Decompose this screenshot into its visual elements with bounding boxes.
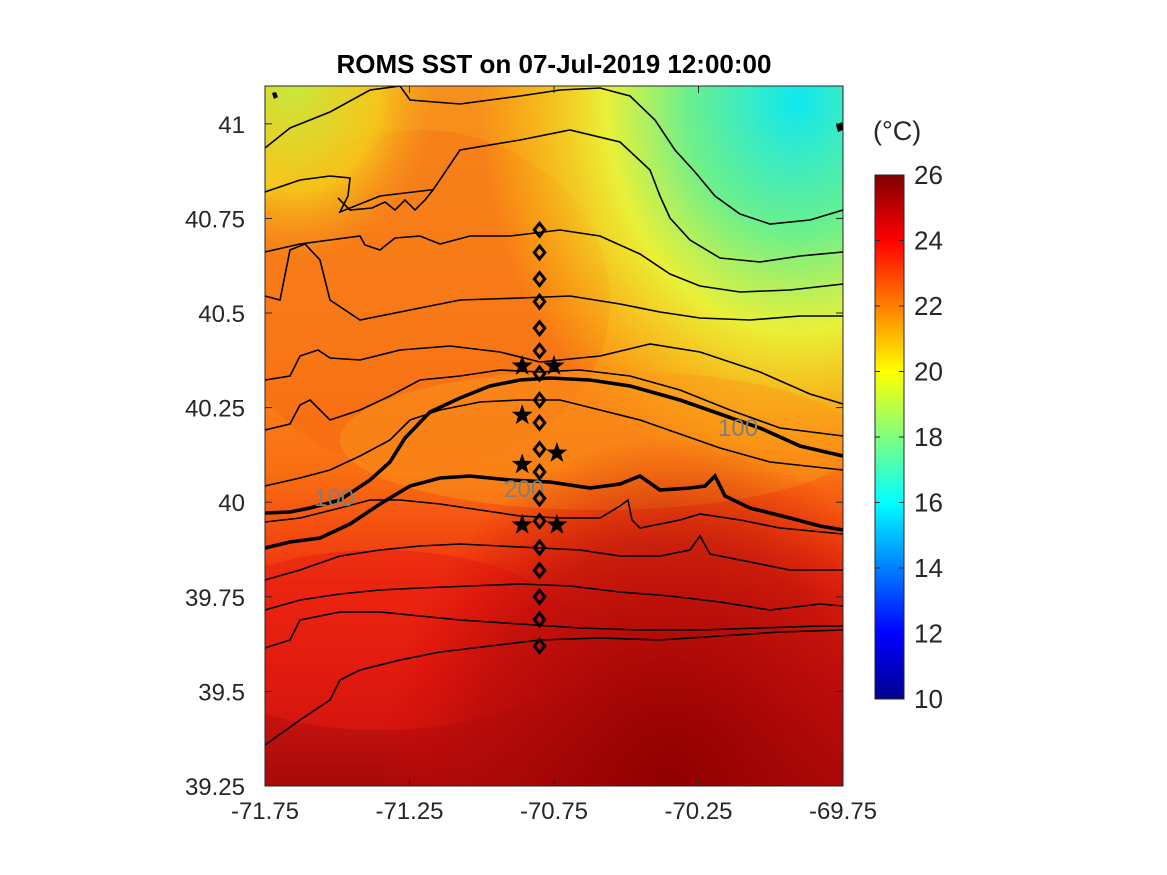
station-diamond [532,364,547,383]
station-diamond [532,610,547,629]
y-tick-label: 40.75 [185,206,245,233]
contour-label: 100 [314,485,354,512]
station-diamond [532,391,547,409]
station-diamond [532,413,547,432]
isobath-200 [265,472,843,550]
station-diamond [532,538,547,557]
station-diamond [532,637,547,655]
colorbar-tick-label: 10 [914,684,943,714]
station-diamond [532,270,547,288]
colorbar-tick-label: 20 [914,357,943,387]
x-tick-label: -70.75 [520,798,588,825]
station-diamond [532,341,547,360]
colorbar-label: (°C) [873,116,921,146]
contour-line [265,243,843,321]
contour-line [265,534,843,581]
station-diamond [532,489,547,508]
contour-line [265,343,843,405]
contour-line [265,369,843,437]
x-axis: -71.75 -71.25 -70.75 -70.25 -69.75 [231,86,877,825]
y-tick-label: 40 [218,490,245,517]
x-tick-label: -70.25 [664,798,732,825]
star-marker [511,513,533,534]
station-diamond [532,587,547,606]
star-marker [546,442,568,462]
contour-label: 100 [718,415,758,442]
station-diamond [532,220,547,239]
colorbar-tick-label: 24 [914,226,943,256]
chart-title: ROMS SST on 07-Jul-2019 12:00:00 [337,49,772,79]
y-tick-label: 39.25 [185,774,245,801]
colorbar-tick-label: 12 [914,619,943,649]
station-diamond [532,319,547,338]
x-tick-label: -69.75 [809,798,877,825]
coastline-nw [272,92,278,99]
y-tick-label: 40.5 [198,301,245,328]
colorbar-tick-label: 22 [914,291,943,321]
y-tick-label: 40.25 [185,396,245,423]
y-tick-label: 41 [218,112,245,139]
station-diamond-markers [532,220,547,655]
station-diamond [532,561,547,580]
colorbar-ticks: 10 12 14 16 18 20 22 24 26 [875,160,943,714]
star-marker [543,355,565,375]
y-tick-label: 39.75 [185,585,245,612]
station-diamond [532,440,547,459]
contour-line [265,583,843,611]
contour-lines [265,86,843,746]
contour-line [265,129,843,263]
x-tick-label: -71.25 [375,798,443,825]
contour-line [265,399,843,487]
coastline [272,92,843,132]
station-diamond [532,243,547,262]
contour-line [265,86,843,225]
star-marker [546,513,568,534]
station-diamond [532,512,547,531]
star-marker [511,355,533,375]
star-markers [511,355,568,534]
colorbar-tick-label: 26 [914,160,943,190]
colorbar-tick-label: 14 [914,553,943,583]
colorbar-tick-label: 18 [914,422,943,452]
x-tick-label: -71.75 [231,798,299,825]
contour-label: 200 [504,476,544,503]
contour-line [265,498,843,535]
isobath-100 [265,376,843,515]
colorbar-tick-label: 16 [914,488,943,518]
station-diamond [532,292,547,311]
contour-line [265,229,843,293]
coastline-ne [836,122,843,132]
star-marker [511,453,533,474]
contour-line [337,189,434,212]
y-tick-label: 39.5 [198,679,245,706]
y-axis: 39.25 39.5 39.75 40 40.25 40.5 40.75 41 [185,112,843,801]
contour-line [265,629,843,746]
station-diamond [532,463,547,481]
star-marker [511,404,533,425]
contour-labels: 100 100 200 [314,415,758,512]
contour-line [265,611,843,649]
